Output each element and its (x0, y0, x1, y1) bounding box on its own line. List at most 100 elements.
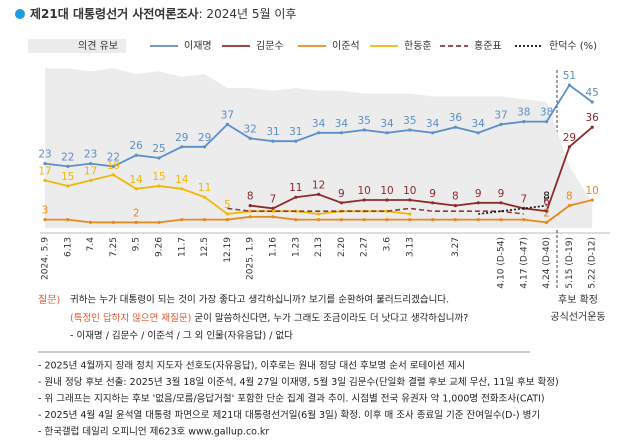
value-label: 23 (84, 149, 97, 161)
point (271, 215, 275, 219)
point (408, 198, 412, 202)
point (590, 125, 594, 129)
value-label: 11 (198, 182, 211, 194)
value-label: 9 (475, 188, 482, 200)
value-label: 22 (107, 151, 120, 163)
value-label: 9 (498, 188, 505, 200)
title-dot (15, 9, 25, 19)
legend-label: 의견 유보 (78, 40, 118, 52)
value-label: 12 (312, 179, 325, 191)
point (339, 131, 343, 135)
note: - 2025년 4월까지 장래 정치 지도자 선호도(자유응답), 이후로는 원… (38, 360, 465, 372)
point (317, 131, 321, 135)
value-label: 37 (221, 109, 234, 121)
point (590, 100, 594, 104)
value-label: 19 (107, 160, 120, 172)
point (66, 218, 70, 222)
point (590, 198, 594, 202)
legend-label: 홍준표 (474, 39, 502, 52)
point (203, 195, 207, 199)
x-tick-label: 4.17 (D-47) (519, 237, 529, 289)
point (453, 218, 457, 222)
value-label: 10 (586, 185, 599, 197)
value-label: 6 (543, 196, 550, 208)
point (476, 131, 480, 135)
value-label: 31 (266, 126, 279, 138)
value-label: 32 (244, 123, 257, 135)
subtitle: : 2024년 5월 이후 (199, 7, 297, 21)
chart-title: 제21대 대통령선거 사전여론조사: 2024년 5월 이후 (30, 6, 296, 21)
value-label: 17 (38, 165, 51, 177)
point (111, 220, 115, 224)
point (225, 218, 229, 222)
legend-label: 이재명 (184, 40, 212, 52)
point (499, 218, 503, 222)
value-label: 14 (130, 174, 144, 186)
value-label: 14 (175, 174, 189, 186)
value-label: 23 (38, 149, 51, 161)
legend-label: 한덕수 (%) (549, 40, 597, 52)
legend-swatch (28, 39, 126, 53)
value-label: 38 (540, 107, 553, 119)
legend-label: 김문수 (256, 40, 284, 52)
point (203, 218, 207, 222)
point (499, 122, 503, 126)
x-tick-label: 5.15 (D-19) (565, 237, 575, 289)
value-label: 7 (270, 193, 277, 205)
value-label: 34 (472, 118, 486, 130)
value-label: 45 (586, 87, 599, 99)
point (362, 198, 366, 202)
point (43, 162, 47, 166)
point (522, 120, 526, 124)
point (248, 136, 252, 140)
point (317, 192, 321, 196)
point (66, 184, 70, 188)
x-tick-label: 4.10 (D-54) (497, 237, 507, 289)
value-label: 35 (403, 115, 416, 127)
note: - 2025년 4월 4일 윤석열 대통령 파면으로 제21대 대통령선거일(6… (38, 409, 540, 421)
value-label: 31 (289, 126, 302, 138)
title: 제21대 대통령선거 사전여론조사 (30, 6, 199, 21)
x-tick-label: 7.25 (109, 237, 119, 257)
point (66, 164, 70, 168)
legend-label: 한동훈 (404, 39, 432, 52)
x-tick-label: 3.6 (383, 237, 393, 252)
x-tick-label: 11.7 (177, 237, 187, 257)
value-label: 36 (449, 112, 463, 124)
point (248, 215, 252, 219)
annotation: 후보 확정 (558, 294, 598, 306)
value-label: 34 (312, 118, 326, 130)
x-tick-label: 3.13 (405, 237, 415, 257)
question: 귀하는 누가 대통령이 되는 것이 가장 좋다고 생각하십니까? 보기를 순환하… (70, 294, 449, 306)
point (317, 212, 321, 216)
x-tick-label: 1.23 (291, 237, 301, 257)
point (89, 162, 93, 166)
value-label: 8 (247, 191, 254, 203)
question-label: 질문) (38, 294, 60, 306)
x-tick-label: 2.27 (360, 237, 370, 257)
x-tick-label: 2.20 (337, 237, 347, 257)
x-tick-label: 3.27 (451, 237, 461, 257)
point (89, 178, 93, 182)
value-label: 29 (198, 132, 211, 144)
value-label: 9 (338, 188, 345, 200)
x-tick-label: 7.4 (86, 237, 96, 252)
point (294, 195, 298, 199)
point (180, 218, 184, 222)
point (271, 206, 275, 210)
point (362, 218, 366, 222)
note: - 위 그래프는 지지하는 후보 '없음/모름/응답거절' 포함한 단순 집계 … (38, 393, 545, 405)
value-label: 34 (380, 118, 394, 130)
value-label: 9 (429, 188, 436, 200)
value-label: 34 (426, 118, 440, 130)
value-label: 2 (133, 207, 140, 219)
value-label: 11 (289, 182, 302, 194)
point (431, 218, 435, 222)
note: - 원내 정당 후보 선출: 2025년 3월 18일 이준석, 4월 27일 … (38, 376, 559, 388)
value-label: 37 (494, 109, 507, 121)
value-label: 22 (61, 151, 74, 163)
point (453, 125, 457, 129)
point (89, 220, 93, 224)
series-line (250, 126, 593, 213)
x-tick-label: 9.5 (132, 237, 142, 251)
